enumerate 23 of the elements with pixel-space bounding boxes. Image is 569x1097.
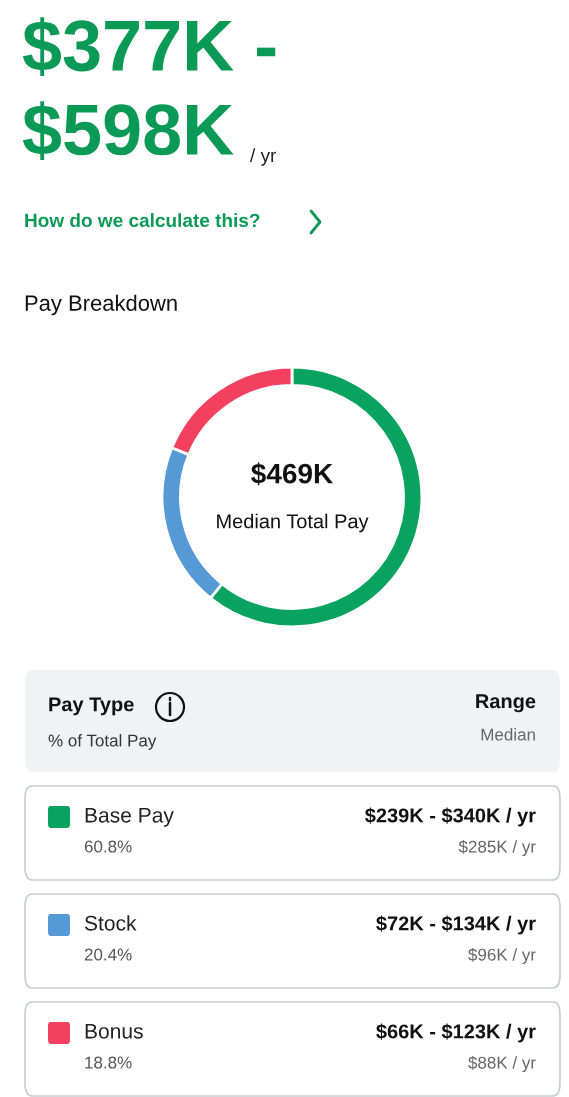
- text: $285K / yr: [458, 839, 536, 857]
- text: $66K - $123K / yr: [376, 1023, 536, 1043]
- text: How do we calculate this?: [25, 213, 260, 228]
- text: Median: [481, 728, 535, 741]
- text: Range: [476, 694, 536, 713]
- chart-title: Pay Breakdown: [25, 294, 177, 316]
- text: $96K / yr: [468, 947, 536, 965]
- data-label: 18.8%: [85, 1056, 132, 1069]
- text: $239K - $340K / yr: [365, 807, 536, 827]
- text: $469K: [251, 462, 333, 486]
- text: / yr: [250, 148, 277, 166]
- text: $598K: [22, 101, 234, 160]
- data-label: 20.4%: [84, 948, 132, 961]
- text: Median Total Pay: [217, 513, 369, 533]
- text: % of Total Pay: [48, 734, 157, 750]
- legend-label: Base Pay: [85, 807, 174, 827]
- legend-label: Bonus: [85, 1023, 143, 1039]
- text: Pay Type: [49, 697, 134, 716]
- text: $88K / yr: [468, 1055, 536, 1073]
- text: $72K - $134K / yr: [376, 915, 536, 935]
- text: $377K -: [22, 17, 276, 76]
- legend-label: Stock: [84, 915, 137, 931]
- data-label: 60.8%: [84, 840, 132, 853]
